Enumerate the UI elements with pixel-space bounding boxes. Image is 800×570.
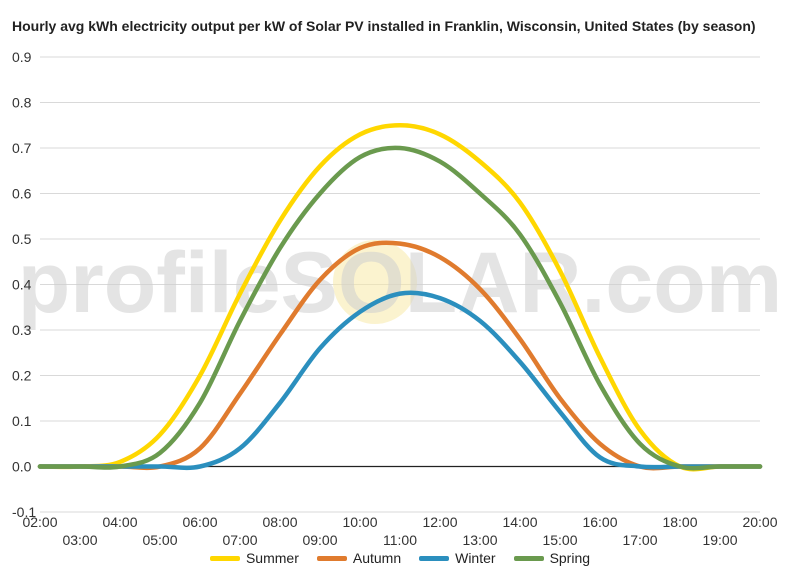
legend-label: Autumn xyxy=(352,550,402,566)
x-tick-label: 04:00 xyxy=(102,514,137,530)
x-tick-label: 17:00 xyxy=(622,532,657,548)
watermark-sun-icon xyxy=(333,240,417,324)
legend-item-spring[interactable]: Spring xyxy=(513,549,591,567)
x-tick-label: 12:00 xyxy=(422,514,457,530)
series-lines xyxy=(37,123,763,472)
legend: Summer Autumn Winter Spring xyxy=(0,549,800,567)
x-tick-label: 06:00 xyxy=(182,514,217,530)
x-tick-label: 19:00 xyxy=(702,532,737,548)
x-tick-label: 16:00 xyxy=(582,514,617,530)
watermark-text: profileSOLAR.com xyxy=(18,235,783,331)
axes: -0.1 0.0 0.1 0.2 0.3 0.4 0.5 0.6 0.7 0.8 0.9 02:00 0… xyxy=(12,49,778,548)
y-tick-label: 0.3 xyxy=(12,322,32,338)
x-tick-label: 02:00 xyxy=(22,514,57,530)
legend-label: Spring xyxy=(549,550,591,566)
series-line-spring xyxy=(37,145,763,471)
y-tick-label: 0.8 xyxy=(12,95,32,111)
x-tick-label: 07:00 xyxy=(222,532,257,548)
y-tick-label: 0.4 xyxy=(12,277,32,293)
y-tick-label: 0.2 xyxy=(12,368,32,384)
x-tick-label: 18:00 xyxy=(662,514,697,530)
y-tick-label: 0.7 xyxy=(12,140,32,156)
x-tick-label: 20:00 xyxy=(742,514,777,530)
y-tick-label: 0.9 xyxy=(12,49,32,65)
legend-item-autumn[interactable]: Autumn xyxy=(316,549,402,567)
legend-item-summer[interactable]: Summer xyxy=(209,549,299,567)
x-tick-label: 08:00 xyxy=(262,514,297,530)
y-tick-label: 0.1 xyxy=(12,413,32,429)
x-tick-label: 09:00 xyxy=(302,532,337,548)
y-tick-label: 0.0 xyxy=(12,459,32,475)
legend-swatch xyxy=(419,555,450,561)
x-tick-label: 15:00 xyxy=(542,532,577,548)
chart-canvas: profileSOLAR.com -0.1 0.0 0.1 0.2 0.3 0.4 0.5 0… xyxy=(12,49,783,548)
legend-label: Summer xyxy=(245,550,299,566)
series-line-winter xyxy=(37,290,763,471)
x-tick-label: 14:00 xyxy=(502,514,537,530)
y-tick-label: 0.6 xyxy=(12,186,32,202)
x-tick-label: 13:00 xyxy=(462,532,497,548)
x-tick-label: 05:00 xyxy=(142,532,177,548)
legend-label: Winter xyxy=(455,550,496,566)
legend-swatch xyxy=(513,555,544,561)
series-line-summer xyxy=(37,123,763,472)
y-tick-label: 0.5 xyxy=(12,231,32,247)
legend-swatch xyxy=(316,555,347,561)
legend-item-winter[interactable]: Winter xyxy=(419,549,496,567)
y-tick-label: -0.1 xyxy=(12,504,36,520)
legend-swatch xyxy=(209,555,240,561)
x-tick-label: 11:00 xyxy=(383,532,417,548)
x-tick-label: 10:00 xyxy=(342,514,377,530)
chart-title: Hourly avg kWh electricity output per kW… xyxy=(12,18,756,34)
watermark: profileSOLAR.com xyxy=(18,235,783,331)
x-tick-label: 03:00 xyxy=(62,532,97,548)
